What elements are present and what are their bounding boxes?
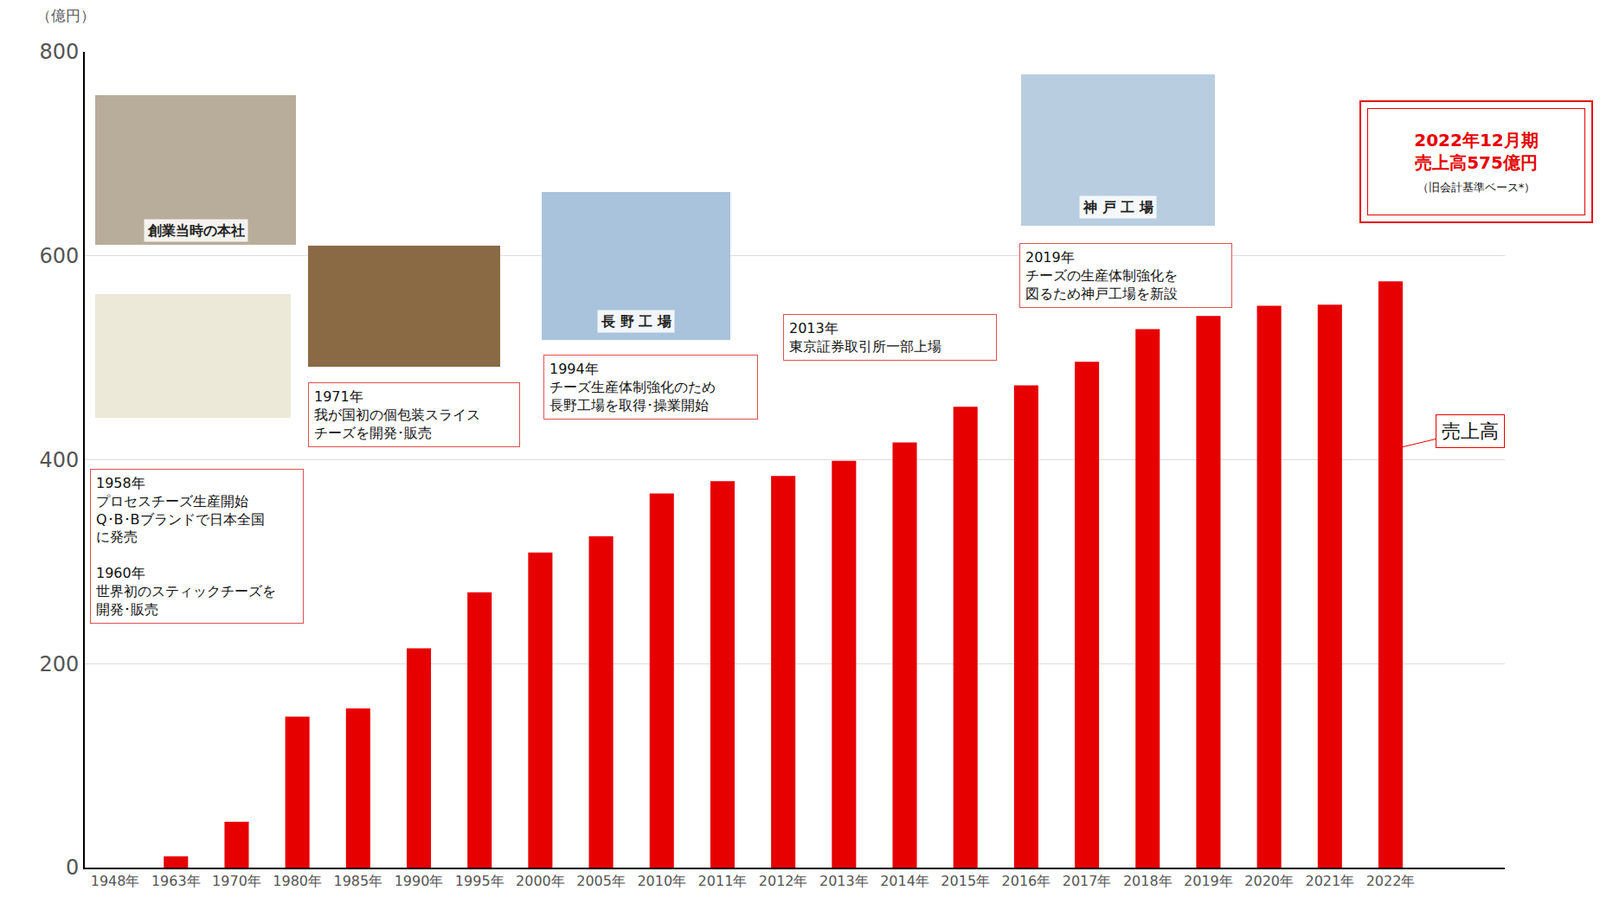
svg-text:2012年: 2012年	[758, 873, 809, 890]
svg-text:2010年: 2010年	[636, 873, 687, 890]
svg-text:2022年: 2022年	[1366, 873, 1416, 890]
svg-text:（億円）: （億円）	[36, 6, 96, 25]
svg-text:2022年12月期売上高575億円（旧会計基準ベース*）: 2022年12月期売上高575億円（旧会計基準ベース*）	[1413, 129, 1539, 194]
svg-text:2000年: 2000年	[515, 873, 566, 890]
svg-text:1971年我が国初の個包装スライスチーズを開発･販売: 1971年我が国初の個包装スライスチーズを開発･販売	[314, 388, 481, 442]
svg-text:1980年: 1980年	[272, 873, 322, 890]
svg-text:2013年: 2013年	[819, 873, 869, 890]
svg-text:2016年: 2016年	[1002, 873, 1052, 890]
svg-text:1985年: 1985年	[333, 873, 383, 890]
svg-text:2011年: 2011年	[698, 873, 748, 890]
svg-text:2005年: 2005年	[576, 873, 626, 890]
svg-text:800: 800	[38, 39, 79, 65]
svg-text:2014年: 2014年	[880, 873, 930, 890]
svg-text:2021年: 2021年	[1304, 873, 1355, 890]
svg-text:創業当時の本社: 創業当時の本社	[147, 222, 245, 239]
svg-text:1970年: 1970年	[212, 873, 262, 890]
svg-text:1948年: 1948年	[90, 873, 141, 890]
svg-text:1958年プロセスチーズ生産開始Q･B･Bブランドで日本全国: 1958年プロセスチーズ生産開始Q･B･Bブランドで日本全国に発売1960年世界…	[96, 475, 277, 618]
svg-text:400: 400	[38, 448, 79, 473]
svg-text:0: 0	[65, 855, 79, 881]
svg-text:1963年: 1963年	[151, 873, 201, 890]
svg-text:2015年: 2015年	[940, 873, 990, 890]
svg-text:600: 600	[38, 244, 79, 269]
svg-text:2019年: 2019年	[1183, 873, 1234, 890]
svg-text:長 野 工 場: 長 野 工 場	[600, 313, 672, 330]
svg-text:売上高: 売上高	[1441, 420, 1499, 443]
svg-text:1994年チーズ生産体制強化のため長野工場を取得･操業開始: 1994年チーズ生産体制強化のため長野工場を取得･操業開始	[549, 360, 716, 414]
svg-text:2020年: 2020年	[1244, 873, 1294, 890]
svg-text:1995年: 1995年	[455, 873, 505, 890]
svg-text:2013年東京証券取引所一部上場: 2013年東京証券取引所一部上場	[789, 320, 942, 355]
svg-text:2019年チーズの生産体制強化を図るため神戸工場を新設: 2019年チーズの生産体制強化を図るため神戸工場を新設	[1025, 249, 1178, 303]
svg-text:200: 200	[38, 652, 79, 677]
svg-text:2018年: 2018年	[1123, 873, 1173, 890]
svg-text:2017年: 2017年	[1062, 873, 1112, 890]
svg-text:1990年: 1990年	[394, 873, 444, 890]
svg-text:神 戸 工 場: 神 戸 工 場	[1082, 199, 1154, 216]
